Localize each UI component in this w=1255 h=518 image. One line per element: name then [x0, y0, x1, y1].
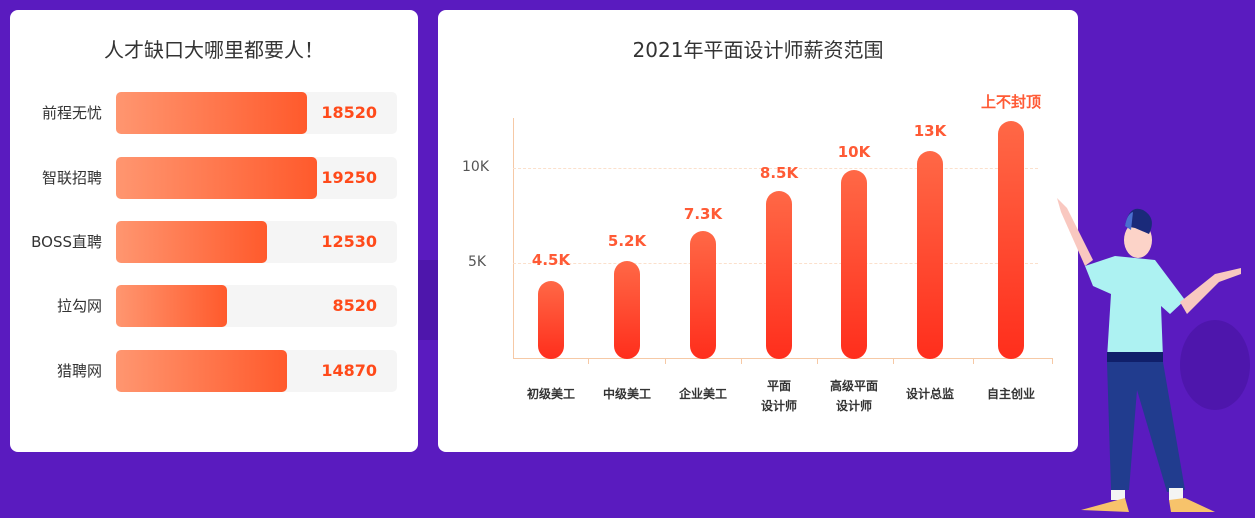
- category-label: 设计总监: [905, 387, 954, 401]
- ranking-label: 前程无忧: [41, 104, 102, 122]
- x-tick: [817, 358, 818, 364]
- salary-bar: [917, 151, 943, 359]
- ranking-track: 12530: [116, 221, 397, 263]
- ranking-bar: [116, 92, 307, 134]
- ranking-track: 19250: [116, 157, 397, 199]
- category-label: 企业美工: [678, 387, 727, 401]
- ranking-value: 19250: [321, 168, 377, 187]
- x-tick: [588, 358, 589, 364]
- salary-bar: [766, 191, 792, 359]
- ranking-label: 智联招聘: [41, 169, 102, 187]
- bar-value-label: 上不封顶: [980, 93, 1041, 111]
- ranking-value: 12530: [321, 232, 377, 251]
- x-tick: [741, 358, 742, 364]
- background-decoration: [1180, 320, 1250, 410]
- category-label: 自主创业: [986, 387, 1035, 401]
- salary-bar: [841, 170, 867, 359]
- ranking-bar: [116, 157, 317, 199]
- salary-bar: [998, 121, 1024, 359]
- ranking-track: 8520: [116, 285, 397, 327]
- ranking-label: 拉勾网: [56, 297, 102, 315]
- x-tick: [1052, 358, 1053, 364]
- x-tick: [973, 358, 974, 364]
- ranking-row: 智联招聘 19250: [10, 157, 418, 199]
- ranking-label: BOSS直聘: [31, 233, 102, 251]
- category-label: 高级平面 设计师: [829, 379, 878, 413]
- salary-bar: [614, 261, 640, 359]
- y-tick-10k: 10K: [462, 159, 489, 175]
- bar-value-label: 13K: [913, 122, 947, 140]
- x-tick: [893, 358, 894, 364]
- bar-value-label: 5.2K: [607, 232, 647, 250]
- bar-value-label: 7.3K: [683, 205, 723, 223]
- ranking-bar: [116, 350, 287, 392]
- ranking-track: 18520: [116, 92, 397, 134]
- ranking-row: BOSS直聘 12530: [10, 221, 418, 263]
- chart-title: 2021年平面设计师薪资范围: [632, 38, 884, 62]
- job-site-ranking-card: 人才缺口大哪里都要人！ 前程无忧 18520 智联招聘 19250 BOSS直聘…: [10, 10, 418, 452]
- ranking-row: 拉勾网 8520: [10, 285, 418, 327]
- ranking-value: 8520: [332, 296, 377, 315]
- x-axis: [513, 358, 1053, 359]
- ranking-bar: [116, 221, 267, 263]
- ranking-value: 14870: [321, 361, 377, 380]
- salary-bar: [538, 281, 564, 359]
- category-label: 初级美工: [526, 387, 575, 401]
- ranking-track: 14870: [116, 350, 397, 392]
- salary-bar: [690, 231, 716, 359]
- ranking-value: 18520: [321, 103, 377, 122]
- ranking-row: 猎聘网 14870: [10, 350, 418, 392]
- bar-value-label: 8.5K: [759, 164, 799, 182]
- ranking-row: 前程无忧 18520: [10, 92, 418, 134]
- gridline-10k: [513, 168, 1038, 169]
- y-tick-5k: 5K: [468, 254, 487, 270]
- bar-value-label: 4.5K: [531, 251, 571, 269]
- y-axis: [513, 118, 514, 358]
- category-label: 平面 设计师: [760, 379, 797, 413]
- ranking-label: 猎聘网: [56, 362, 102, 380]
- x-tick: [665, 358, 666, 364]
- category-label: 中级美工: [602, 387, 651, 401]
- ranking-title: 人才缺口大哪里都要人！: [104, 38, 324, 62]
- bar-value-label: 10K: [837, 143, 871, 161]
- salary-chart-card: 2021年平面设计师薪资范围 10K 5K 4.5K 5.2K 7.3K 8.5…: [438, 10, 1078, 452]
- ranking-bar: [116, 285, 227, 327]
- person-illustration: [1057, 198, 1241, 512]
